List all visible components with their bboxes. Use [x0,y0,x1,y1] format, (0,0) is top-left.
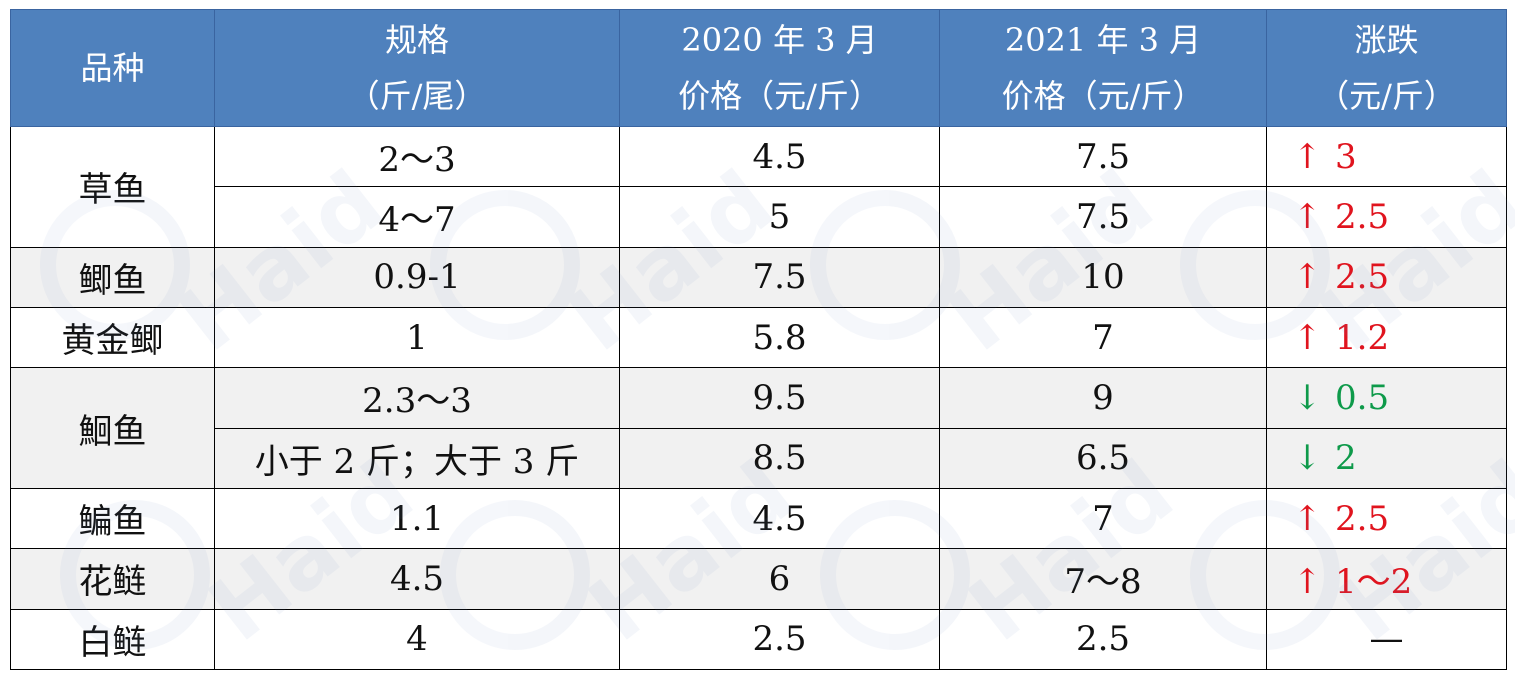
variety-cell: 花鲢 [10,548,215,610]
table-row: 鲫鱼 0.9-1 7.5 10 ↑ 2.5 [10,246,1507,308]
spec-cell: 4～7 [214,186,620,248]
variety-cell: 黄金鲫 [10,306,215,369]
price-2020-cell: 4.5 [619,487,940,550]
spec-cell: 小于 2 斤；大于 3 斤 [214,427,620,489]
price-2020-cell: 2.5 [619,608,940,671]
arrow-up-icon: ↑ [1293,257,1322,298]
price-table: 品种 规格 （斤/尾） 2020 年 3 月价格（元/斤） 2021 年 3 月价… [10,9,1507,671]
table-header-row: 品种 规格 （斤/尾） 2020 年 3 月价格（元/斤） 2021 年 3 月价… [10,9,1507,127]
change-value: 2.5 [1335,257,1390,298]
table-row: 鳊鱼 1.1 4.5 7 ↑ 2.5 [10,487,1507,550]
price-2021-cell: 7～8 [939,548,1267,610]
header-price-2020: 2020 年 3 月价格（元/斤） [619,9,940,127]
price-2021-cell: 10 [939,246,1267,308]
price-2020-cell: 5 [619,186,940,248]
change-cell: ↑ 2.5 [1266,246,1507,308]
variety-cell: 鲫鱼 [10,246,215,308]
table-row: 鮰鱼 2.3～3 9.5 9 ↓ 0.5 [10,367,1507,489]
header-variety: 品种 [10,9,215,127]
price-2021-cell: 2.5 [939,608,1267,671]
header-change: 涨跌 （元/斤） [1266,9,1507,127]
price-table-wrapper: 品种 规格 （斤/尾） 2020 年 3 月价格（元/斤） 2021 年 3 月价… [10,9,1507,671]
price-2021-cell: 7.5 [939,125,1267,188]
change-cell: ↑ 1.2 [1266,306,1507,369]
arrow-up-icon: ↑ [1293,136,1322,177]
price-2021-cell: 7.5 [939,186,1267,248]
arrow-up-icon: ↑ [1293,196,1322,237]
price-2020-cell: 7.5 [619,246,940,308]
change-value: 0.5 [1335,377,1390,418]
change-cell: ↑ 2.5 [1266,186,1507,248]
table-row: 花鲢 4.5 6 7～8 ↑ 1～2 [10,548,1507,610]
change-cell: ↑ 3 [1266,125,1507,188]
spec-cell: 2～3 [214,125,620,188]
variety-cell: 白鲢 [10,608,215,671]
header-price-2021: 2021 年 3 月价格（元/斤） [939,9,1267,127]
arrow-down-icon: ↓ [1293,438,1322,479]
spec-cell: 1 [214,306,620,369]
change-cell: ↓ 0.5 [1266,367,1507,429]
price-2020-cell: 6 [619,548,940,610]
change-cell: ↑ 2.5 [1266,487,1507,550]
spec-cell: 2.3～3 [214,367,620,429]
price-2020-cell: 4.5 [619,125,940,188]
variety-cell: 鳊鱼 [10,487,215,550]
change-value: 1～2 [1335,562,1413,603]
table-row: 小于 2 斤；大于 3 斤 8.5 6.5 ↓ 2 [11,427,1507,489]
change-value: 3 [1335,136,1357,177]
spec-cell: 0.9-1 [214,246,620,308]
price-2020-cell: 5.8 [619,306,940,369]
price-2021-cell: 7 [939,487,1267,550]
spec-cell: 4 [214,608,620,671]
price-2021-cell: 9 [939,367,1267,429]
spec-cell: 4.5 [214,548,620,610]
variety-cell: 鮰鱼 [10,367,215,489]
table-row: 黄金鲫 1 5.8 7 ↑ 1.2 [10,306,1507,369]
variety-cell: 草鱼 [10,126,215,248]
table-row: 草鱼 2～3 4.5 7.5 ↑ 3 [10,125,1507,248]
price-2021-cell: 7 [939,306,1267,369]
spec-cell: 1.1 [214,487,620,550]
change-cell: — [1266,608,1507,671]
change-value: 2 [1335,438,1357,479]
change-value: 1.2 [1335,317,1390,358]
arrow-up-icon: ↑ [1293,562,1322,603]
change-value: — [1369,619,1404,660]
arrow-up-icon: ↑ [1293,498,1322,539]
change-value: 2.5 [1335,196,1390,237]
price-2021-cell: 6.5 [939,427,1267,489]
change-value: 2.5 [1335,498,1390,539]
change-cell: ↓ 2 [1266,427,1507,489]
price-2020-cell: 9.5 [619,367,940,429]
arrow-up-icon: ↑ [1293,317,1322,358]
price-2020-cell: 8.5 [619,427,940,489]
table-row: 白鲢 4 2.5 2.5 — [10,608,1507,671]
arrow-down-icon: ↓ [1293,377,1322,418]
header-spec: 规格 （斤/尾） [214,9,620,127]
change-cell: ↑ 1～2 [1266,548,1507,610]
table-row: 4～7 5 7.5 ↑ 2.5 [11,186,1507,248]
